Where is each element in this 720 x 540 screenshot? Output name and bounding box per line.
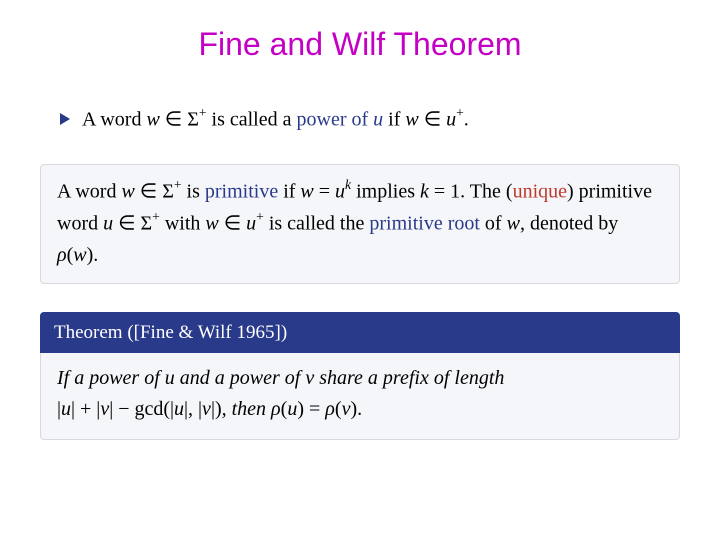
text: ) (297, 398, 304, 420)
var-w: w (205, 213, 218, 235)
text: | + | (71, 398, 100, 420)
text: of (480, 213, 507, 235)
var-w: w (146, 109, 159, 131)
text: ∈ Σ (160, 109, 199, 131)
theorem-block: Theorem ([Fine & Wilf 1965]) If a power … (40, 312, 680, 440)
text: ∈ Σ (113, 213, 152, 235)
var-v: v (305, 367, 314, 389)
rho: ρ (325, 398, 335, 420)
text: ∈ Σ (135, 180, 174, 202)
var-w: w (507, 213, 520, 235)
text: if (383, 109, 405, 131)
var-v: v (202, 398, 211, 420)
sup-plus: + (174, 177, 182, 192)
text: A word (82, 109, 146, 131)
definition-primitive: A word w ∈ Σ+ is primitive if w = uk imp… (40, 164, 680, 284)
sup-plus: + (199, 105, 207, 120)
sup-plus: + (456, 105, 464, 120)
bullet-icon (60, 113, 70, 125)
text: and a power of (175, 367, 306, 389)
highlight-primitive-root: primitive root (369, 213, 480, 235)
text: If a power of (57, 367, 165, 389)
text: . (464, 109, 469, 131)
slide: Fine and Wilf Theorem A word w ∈ Σ+ is c… (0, 0, 720, 540)
rho: ρ (271, 398, 281, 420)
text: is called the (264, 213, 370, 235)
var-u: u (103, 213, 113, 235)
var-w: w (121, 180, 134, 202)
var-u: u (174, 398, 184, 420)
text: , then (222, 398, 271, 420)
highlight-power-of: power of u (297, 109, 384, 131)
var-u: u (61, 398, 71, 420)
text: if (278, 180, 300, 202)
text: |, | (184, 398, 202, 420)
var-w: w (300, 180, 313, 202)
text: = 1 (429, 180, 460, 202)
text: ). (350, 398, 362, 420)
text: ). (87, 244, 99, 266)
text: ( (335, 398, 342, 420)
text: = (314, 180, 335, 202)
var-w: w (73, 244, 86, 266)
var-u: u (246, 213, 256, 235)
text: . The ( (460, 180, 512, 202)
rho: ρ (57, 244, 67, 266)
text: with (160, 213, 206, 235)
text: = (304, 398, 325, 420)
slide-title: Fine and Wilf Theorem (40, 26, 680, 63)
text: | − gcd(| (109, 398, 174, 420)
var-u: u (446, 109, 456, 131)
text: , denoted by (520, 213, 618, 235)
text: share a prefix of length (314, 367, 504, 389)
text: implies (351, 180, 420, 202)
text: is called a (207, 109, 297, 131)
text: A word (57, 180, 121, 202)
var-u: u (165, 367, 175, 389)
sup-k: k (345, 177, 351, 192)
text: power of (297, 109, 374, 131)
text: |) (211, 398, 222, 420)
var-u: u (335, 180, 345, 202)
var-u: u (373, 109, 383, 131)
theorem-body: If a power of u and a power of v share a… (40, 353, 680, 440)
definition-power: A word w ∈ Σ+ is called a power of u if … (40, 103, 680, 136)
text: ∈ (419, 109, 446, 131)
sup-plus: + (256, 209, 264, 224)
highlight-primitive: primitive (205, 180, 278, 202)
warn-unique: unique (513, 180, 567, 202)
theorem-header: Theorem ([Fine & Wilf 1965]) (40, 312, 680, 353)
text: ∈ (219, 213, 246, 235)
var-u: u (287, 398, 297, 420)
sup-plus: + (152, 209, 160, 224)
var-k: k (420, 180, 429, 202)
var-v: v (100, 398, 109, 420)
text: is (182, 180, 205, 202)
var-w: w (405, 109, 418, 131)
